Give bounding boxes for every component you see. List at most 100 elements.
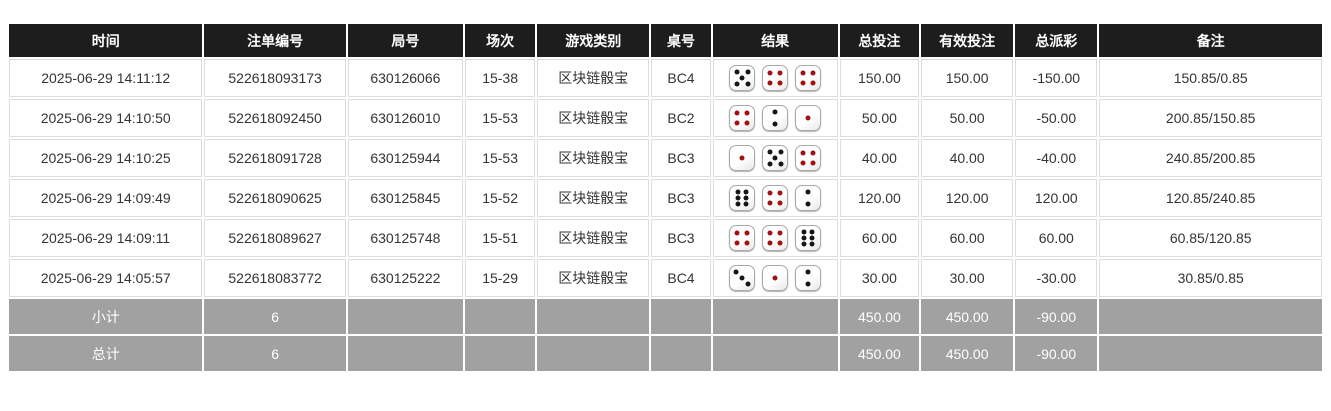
grandtotal-empty-round-id xyxy=(347,336,464,371)
cell-remark: 30.85/0.85 xyxy=(1099,259,1322,297)
die-4-icon xyxy=(762,185,789,211)
die-pip xyxy=(739,155,745,161)
cell-game-type: 区块链骰宝 xyxy=(537,99,650,137)
die-6-icon xyxy=(729,185,756,211)
cell-total-payout: -40.00 xyxy=(1015,139,1098,177)
cell-round-id: 630126010 xyxy=(347,99,464,137)
die-4-icon xyxy=(795,145,822,171)
table-row: 2025-06-29 14:09:49 522618090625 630125845… xyxy=(9,179,1322,217)
cell-result xyxy=(712,219,838,257)
cell-session: 15-51 xyxy=(465,219,536,257)
table-row: 2025-06-29 14:09:11 522618089627 630125748… xyxy=(9,219,1322,257)
cell-total-payout: -50.00 xyxy=(1015,99,1098,137)
table-row: 2025-06-29 14:10:50 522618092450 630126010… xyxy=(9,99,1322,137)
die-pip xyxy=(772,121,778,127)
die-pip xyxy=(805,115,811,121)
die-4-icon xyxy=(762,65,789,91)
cell-total-payout: -150.00 xyxy=(1015,59,1098,97)
cell-game-type: 区块链骰宝 xyxy=(537,259,650,297)
die-pip xyxy=(745,281,751,287)
die-pip xyxy=(777,190,783,196)
cell-remark: 120.85/240.85 xyxy=(1099,179,1322,217)
die-pip xyxy=(777,80,783,86)
cell-bet-id: 522618089627 xyxy=(204,219,346,257)
die-pip xyxy=(743,195,749,201)
cell-time: 2025-06-29 14:10:25 xyxy=(9,139,203,177)
cell-round-id: 630125748 xyxy=(347,219,464,257)
die-pip xyxy=(805,189,811,195)
die-pip xyxy=(767,161,773,167)
betting-records-table: 时间 注单编号 局号 场次 游戏类别 桌号 结果 总投注 有效投注 总派彩 备注 2025-06-2… xyxy=(7,22,1324,373)
subtotal-label: 小计 xyxy=(9,299,203,334)
cell-total-bet[interactable]: 30.00 xyxy=(839,259,919,297)
die-pip xyxy=(767,70,773,76)
cell-valid-bet: 60.00 xyxy=(921,219,1014,257)
cell-total-payout: 120.00 xyxy=(1015,179,1098,217)
cell-total-bet[interactable]: 50.00 xyxy=(839,99,919,137)
die-pip xyxy=(767,80,773,86)
cell-bet-id: 522618092450 xyxy=(204,99,346,137)
dice-result xyxy=(718,145,833,171)
die-pip xyxy=(778,161,784,167)
header-cell-result: 结果 xyxy=(712,24,838,57)
cell-total-bet[interactable]: 60.00 xyxy=(839,219,919,257)
die-pip xyxy=(734,240,740,246)
die-pip xyxy=(767,190,773,196)
die-2-icon xyxy=(795,265,822,291)
cell-game-type: 区块链骰宝 xyxy=(537,219,650,257)
cell-total-bet[interactable]: 150.00 xyxy=(839,59,919,97)
die-pip xyxy=(800,160,806,166)
subtotal-empty-result xyxy=(712,299,838,334)
cell-valid-bet: 120.00 xyxy=(921,179,1014,217)
die-pip xyxy=(733,269,739,275)
die-pip xyxy=(809,241,815,247)
die-pip xyxy=(801,241,807,247)
die-pip xyxy=(810,70,816,76)
die-pip xyxy=(744,230,750,236)
dice-result xyxy=(718,105,833,131)
die-pip xyxy=(809,229,815,235)
subtotal-valid-bet: 450.00 xyxy=(921,299,1014,334)
die-pip xyxy=(734,120,740,126)
subtotal-empty-round-id xyxy=(347,299,464,334)
cell-result xyxy=(712,139,838,177)
header-cell-session: 场次 xyxy=(465,24,536,57)
cell-valid-bet: 150.00 xyxy=(921,59,1014,97)
grandtotal-empty-result xyxy=(712,336,838,371)
cell-time: 2025-06-29 14:11:12 xyxy=(9,59,203,97)
die-pip xyxy=(809,235,815,241)
subtotal-remark xyxy=(1099,299,1322,334)
grandtotal-empty-table-no xyxy=(651,336,711,371)
die-pip xyxy=(777,240,783,246)
header-cell-total-bet: 总投注 xyxy=(839,24,919,57)
die-pip xyxy=(805,201,811,207)
cell-remark: 60.85/120.85 xyxy=(1099,219,1322,257)
cell-table-no: BC4 xyxy=(651,59,711,97)
die-6-icon xyxy=(795,225,822,251)
subtotal-empty-table-no xyxy=(651,299,711,334)
table-row: 2025-06-29 14:11:12 522618093173 630126066… xyxy=(9,59,1322,97)
cell-game-type: 区块链骰宝 xyxy=(537,179,650,217)
die-pip xyxy=(801,229,807,235)
die-pip xyxy=(767,230,773,236)
cell-session: 15-29 xyxy=(465,259,536,297)
die-pip xyxy=(739,75,745,81)
subtotal-empty-game-type xyxy=(537,299,650,334)
cell-round-id: 630125845 xyxy=(347,179,464,217)
cell-result xyxy=(712,179,838,217)
cell-total-bet[interactable]: 40.00 xyxy=(839,139,919,177)
die-pip xyxy=(739,275,745,281)
grandtotal-total-bet: 450.00 xyxy=(839,336,919,371)
die-5-icon xyxy=(762,145,789,171)
die-pip xyxy=(777,70,783,76)
header-cell-total-payout: 总派彩 xyxy=(1015,24,1098,57)
die-pip xyxy=(772,155,778,161)
grandtotal-empty-game-type xyxy=(537,336,650,371)
cell-total-bet[interactable]: 120.00 xyxy=(839,179,919,217)
die-1-icon xyxy=(795,105,822,131)
header-cell-game-type: 游戏类别 xyxy=(537,24,650,57)
header-cell-valid-bet: 有效投注 xyxy=(921,24,1014,57)
dice-result xyxy=(718,185,833,211)
die-pip xyxy=(777,200,783,206)
header-cell-round-id: 局号 xyxy=(347,24,464,57)
